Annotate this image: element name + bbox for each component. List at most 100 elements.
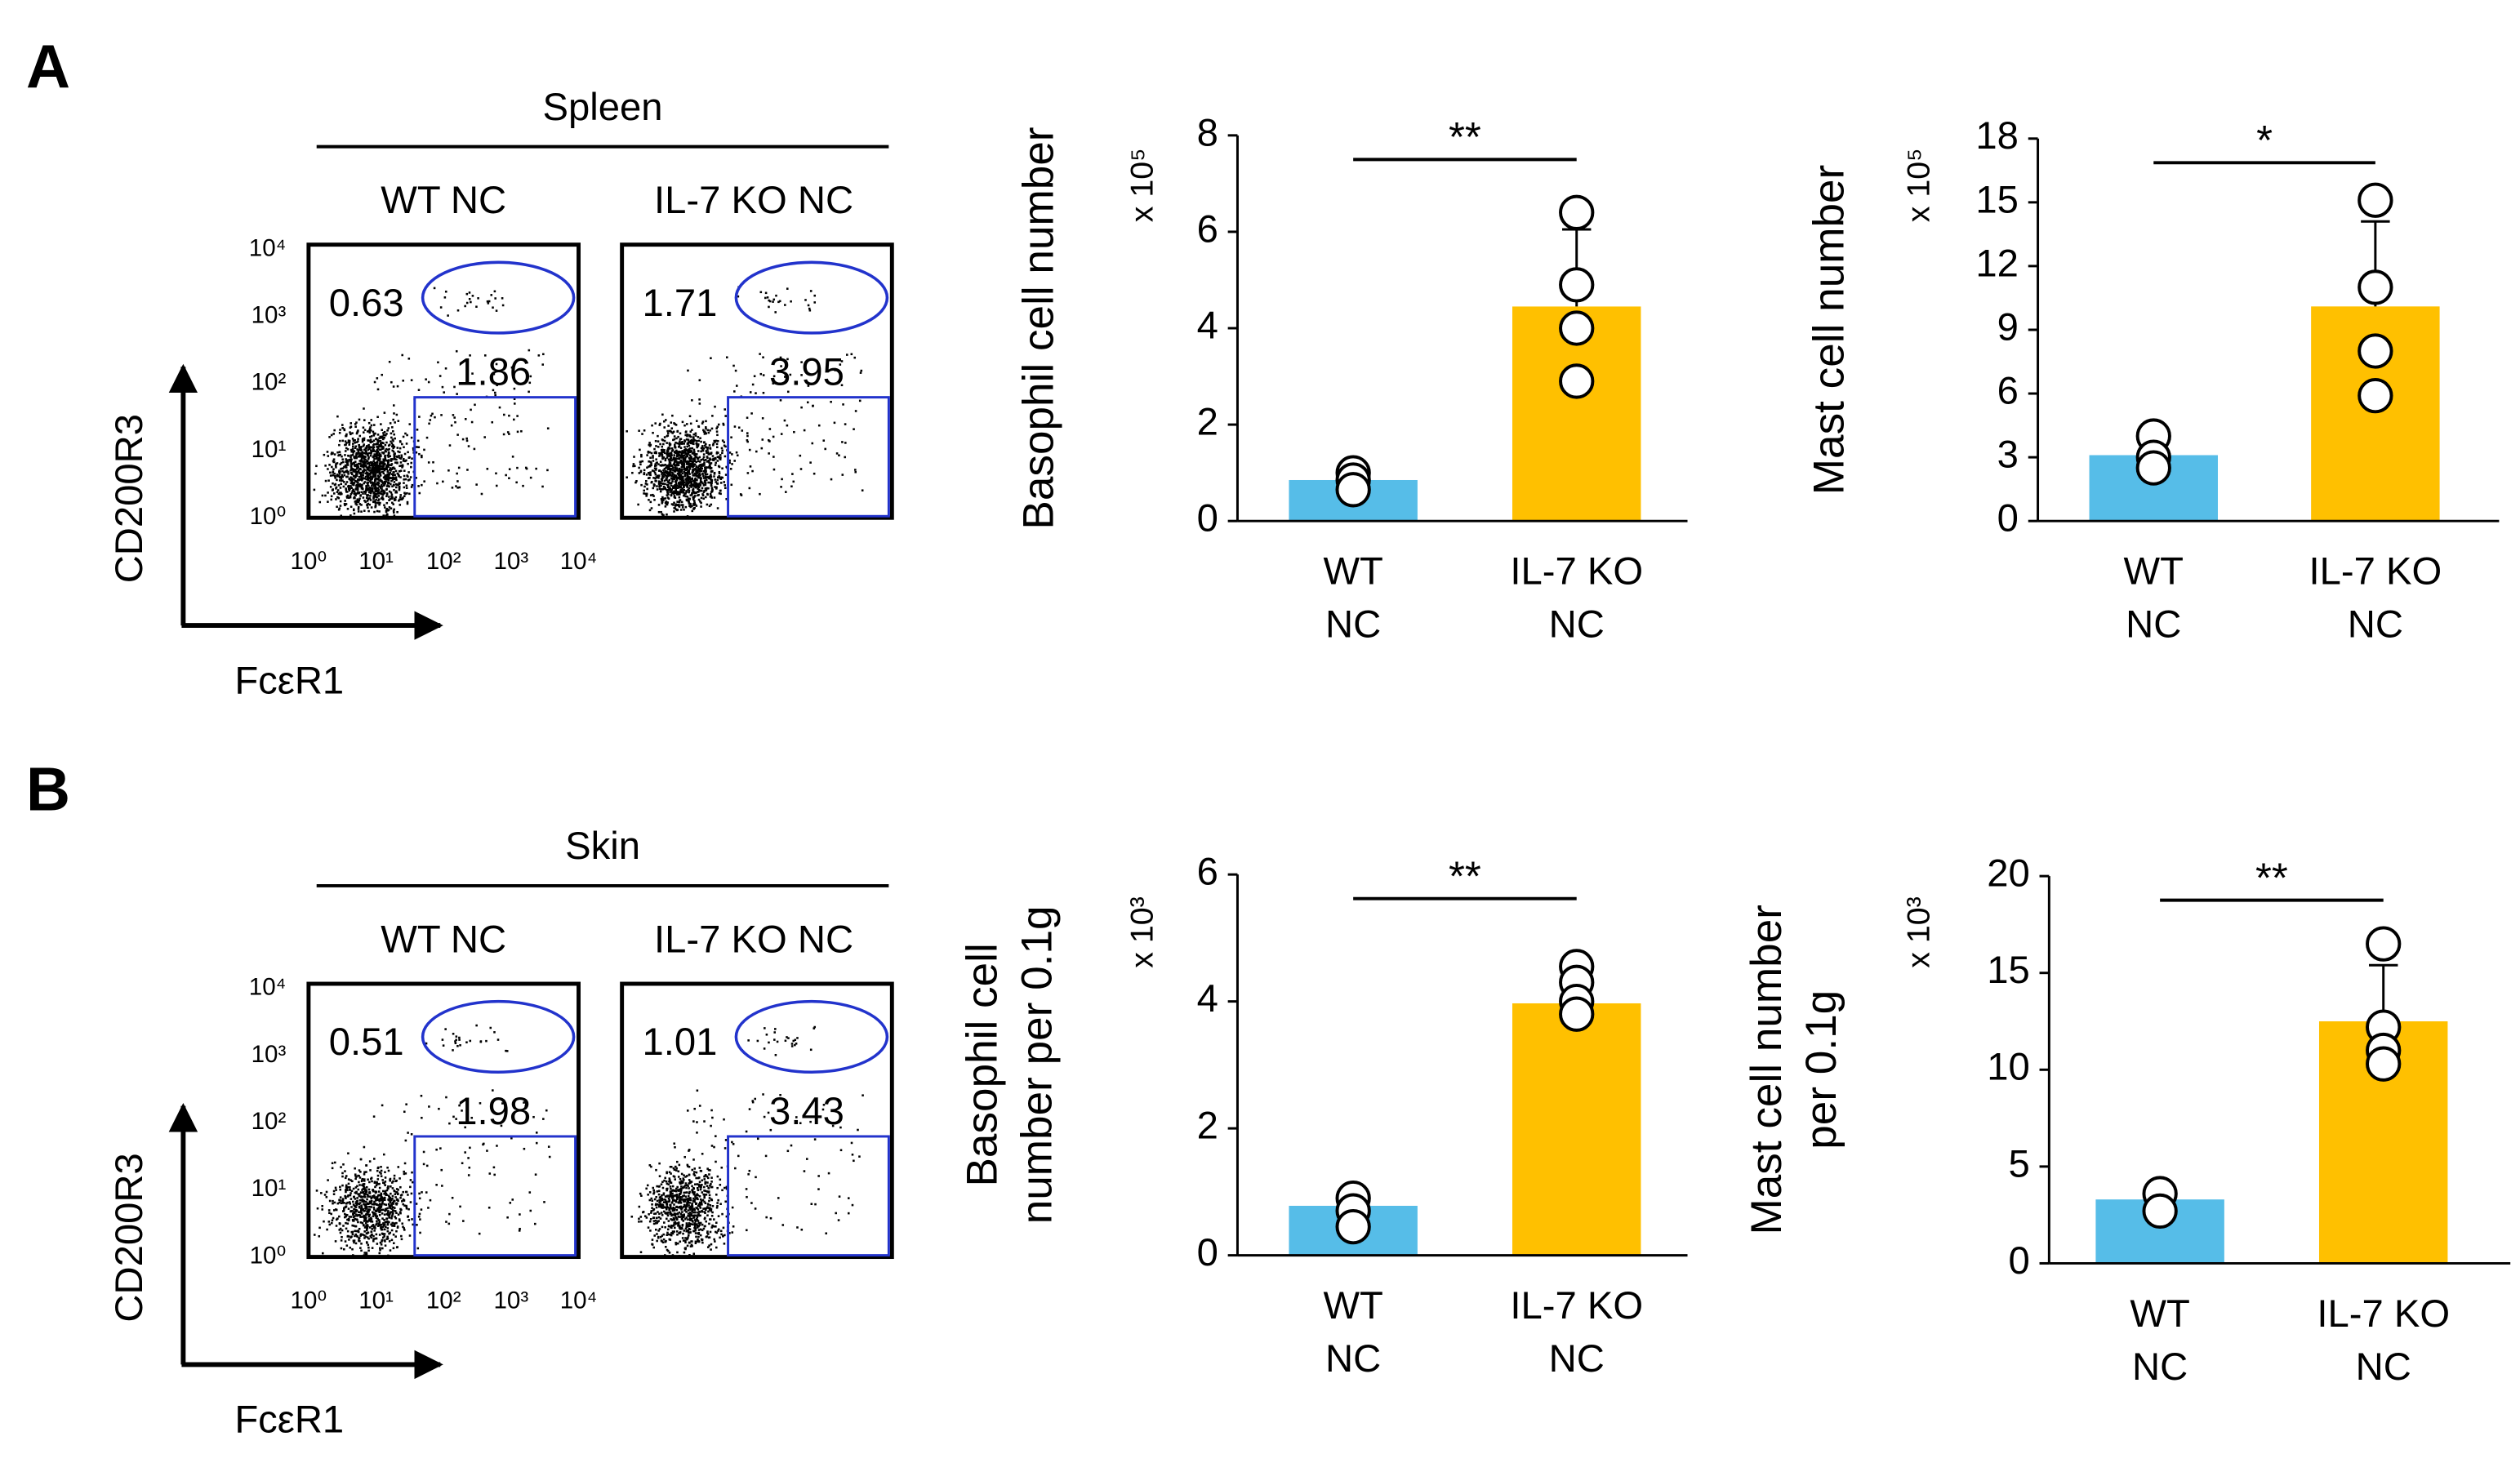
- event-dot: [345, 447, 348, 450]
- event-dot: [703, 1200, 706, 1203]
- event-dot: [387, 456, 390, 458]
- event-dot: [679, 1198, 682, 1202]
- event-dot: [343, 1216, 346, 1219]
- event-dot: [402, 1225, 404, 1228]
- event-dot: [346, 1230, 350, 1233]
- event-dot: [392, 429, 394, 433]
- event-dot: [666, 1194, 670, 1197]
- event-dot: [458, 1038, 461, 1041]
- event-dot: [378, 465, 381, 469]
- event-dot: [396, 385, 399, 388]
- event-dot: [677, 1206, 679, 1209]
- event-dot: [674, 1221, 677, 1224]
- event-dot: [374, 494, 376, 497]
- event-dot: [389, 1207, 392, 1210]
- event-dot: [679, 1240, 682, 1243]
- event-dot: [454, 1042, 457, 1044]
- event-dot: [399, 494, 403, 496]
- event-dot: [694, 463, 697, 466]
- event-dot: [746, 1195, 748, 1198]
- event-dot: [697, 476, 700, 479]
- event-dot: [703, 464, 706, 466]
- event-dot: [647, 471, 650, 474]
- event-dot: [343, 465, 345, 469]
- event-dot: [367, 1249, 370, 1252]
- event-dot: [377, 500, 380, 502]
- event-dot: [365, 1164, 367, 1167]
- event-dot: [699, 469, 701, 471]
- event-dot: [706, 1181, 709, 1184]
- event-dot: [369, 1169, 372, 1172]
- event-dot: [708, 1194, 711, 1197]
- event-dot: [661, 445, 664, 448]
- event-dot: [699, 468, 701, 470]
- event-dot: [425, 436, 429, 439]
- event-dot: [676, 472, 679, 475]
- event-dot: [694, 1242, 697, 1245]
- event-dot: [688, 489, 691, 492]
- event-dot: [711, 455, 715, 457]
- event-dot: [370, 1230, 373, 1234]
- event-dot: [691, 505, 693, 508]
- event-dot: [358, 497, 361, 500]
- event-dot: [368, 1202, 372, 1205]
- event-dot: [345, 1227, 348, 1230]
- event-dot: [733, 425, 737, 428]
- event-dot: [764, 1027, 766, 1029]
- event-dot: [784, 376, 786, 378]
- event-dot: [367, 461, 371, 465]
- event-dot: [701, 1238, 704, 1241]
- event-dot: [505, 1049, 507, 1052]
- event-dot: [349, 1185, 351, 1189]
- event-dot: [683, 481, 686, 484]
- x-axis-title: FcεR1: [234, 659, 344, 702]
- event-dot: [660, 482, 663, 485]
- event-dot: [370, 506, 373, 509]
- event-dot: [369, 435, 372, 438]
- event-dot: [715, 1206, 719, 1209]
- event-dot: [379, 1241, 382, 1244]
- event-dot: [346, 1235, 350, 1238]
- event-dot: [661, 501, 664, 505]
- event-dot: [694, 1214, 697, 1217]
- event-dot: [696, 1226, 699, 1229]
- event-dot: [391, 1202, 394, 1204]
- event-dot: [346, 464, 350, 466]
- event-dot: [372, 1225, 374, 1227]
- mast-gate: [727, 396, 890, 518]
- event-dot: [358, 443, 361, 447]
- event-dot: [390, 440, 392, 443]
- event-dot: [670, 489, 673, 492]
- event-dot: [376, 1197, 379, 1200]
- event-dot: [392, 439, 394, 442]
- event-dot: [767, 1111, 770, 1114]
- event-dot: [361, 1200, 363, 1203]
- event-dot: [716, 1186, 719, 1190]
- event-dot: [694, 468, 697, 470]
- event-dot: [663, 451, 666, 453]
- event-dot: [670, 454, 673, 457]
- event-dot: [693, 1174, 697, 1176]
- event-dot: [764, 291, 768, 295]
- event-dot: [421, 1116, 423, 1119]
- event-dot: [363, 1226, 367, 1229]
- event-dot: [660, 1198, 662, 1200]
- event-dot: [776, 1040, 779, 1043]
- event-dot: [787, 1037, 790, 1039]
- event-dot: [345, 470, 349, 474]
- event-dot: [323, 1194, 327, 1196]
- event-dot: [385, 1203, 388, 1206]
- event-dot: [652, 1216, 656, 1219]
- event-dot: [683, 1174, 685, 1176]
- event-dot: [350, 478, 352, 482]
- event-dot: [634, 465, 636, 468]
- event-dot: [355, 467, 358, 470]
- event-dot: [750, 1202, 753, 1204]
- event-dot: [673, 1190, 676, 1192]
- data-point: [2357, 333, 2393, 369]
- event-dot: [519, 1227, 521, 1230]
- event-dot: [649, 500, 652, 504]
- event-dot: [710, 1248, 712, 1251]
- event-dot: [393, 455, 396, 458]
- event-dot: [388, 1196, 391, 1199]
